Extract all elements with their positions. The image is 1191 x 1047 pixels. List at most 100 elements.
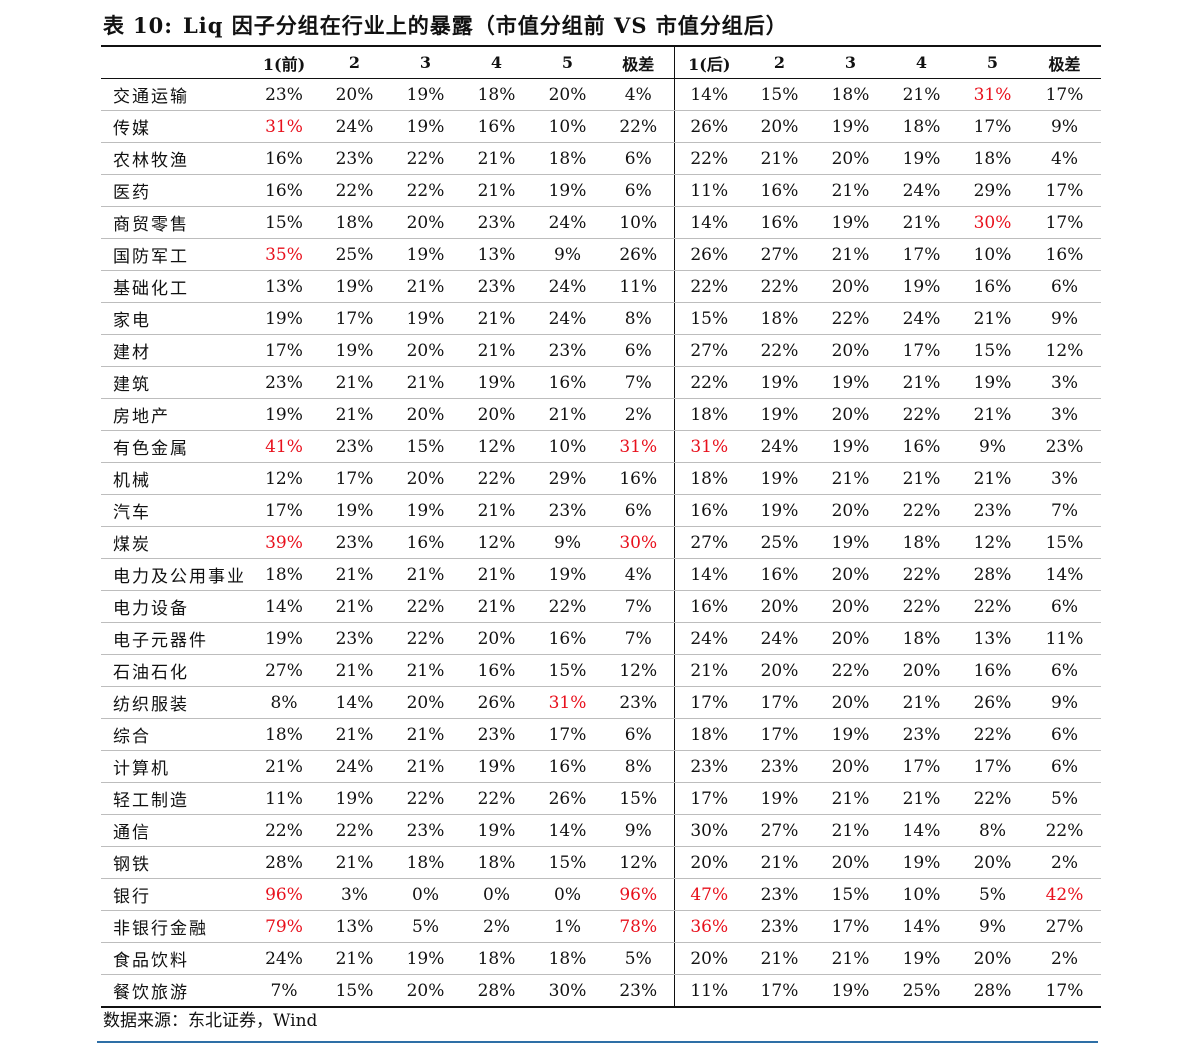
column-header: 5 xyxy=(957,46,1028,79)
value-cell-before: 22% xyxy=(390,782,461,815)
value-cell-before: 18% xyxy=(461,846,532,879)
value-cell-after: 21% xyxy=(744,942,815,975)
table-row: 电力及公用事业 18% 21% 21% 21% 19% 4% 14% 16% 20% 22% 28% 1… xyxy=(101,558,1101,591)
value-cell-before: 18% xyxy=(390,846,461,879)
value-cell-before: 23% xyxy=(319,622,390,655)
value-cell-before: 19% xyxy=(390,110,461,143)
value-cell-after: 30% xyxy=(957,206,1028,239)
value-cell-after: 19% xyxy=(831,980,870,1001)
table-row: 通信 22% 22% 23% 19% 14% 9% 30% 27% 21% 14% 8% 22% xyxy=(101,814,1101,847)
industry-name-cell: 电力设备 xyxy=(101,590,249,623)
value-cell-after: 18% xyxy=(815,78,886,111)
value-cell-before: 22% xyxy=(461,782,532,815)
value-cell-after: 18% xyxy=(886,526,957,559)
table-row: 食品饮料 24% 21% 19% 18% 18% 5% 20% 21% 21% 19% 20% 2% xyxy=(101,942,1101,975)
value-cell-after: 6% xyxy=(1028,654,1101,687)
table-row: 国防军工 35% 25% 19% 13% 9% 26% 26% 27% 21% 17% 10% 16% xyxy=(101,238,1101,271)
table-row: 建筑 23% 21% 21% 19% 16% 7% 22% 19% 19% 21% 19% 3% xyxy=(101,366,1101,399)
value-cell-after: 20% xyxy=(886,654,957,687)
value-cell-before: 26% xyxy=(532,782,603,815)
table-row: 建材 17% 19% 20% 21% 23% 6% 27% 22% 20% 17% 15% 12% xyxy=(101,334,1101,367)
value-cell-after: 7% xyxy=(1028,494,1101,527)
value-cell-before: 19% xyxy=(390,494,461,527)
value-cell-after: 27% xyxy=(674,334,744,367)
value-cell-after: 2% xyxy=(1028,846,1101,879)
value-cell-before: 9% xyxy=(603,814,675,847)
value-cell-before: 20% xyxy=(390,206,461,239)
value-cell-after: 20% xyxy=(744,654,815,687)
value-cell-after: 16% xyxy=(674,590,744,623)
value-cell-after: 5% xyxy=(1028,782,1101,815)
value-cell-before: 96% xyxy=(603,878,675,911)
value-cell-before: 10% xyxy=(603,206,675,239)
value-cell-before: 15% xyxy=(603,782,675,815)
value-cell-before: 21% xyxy=(249,750,319,783)
value-cell-after: 6% xyxy=(1028,590,1101,623)
value-cell-before: 14% xyxy=(532,814,603,847)
value-cell-after: 20% xyxy=(815,334,886,367)
value-cell-after: 10% xyxy=(886,878,957,911)
value-cell-before: 7% xyxy=(603,622,675,655)
value-cell-after: 19% xyxy=(744,782,815,815)
value-cell-after: 19% xyxy=(886,942,957,975)
table-row: 传媒 31% 24% 19% 16% 10% 22% 26% 20% 19% 18% 17% 9% xyxy=(101,110,1101,143)
value-cell-after: 16% xyxy=(1028,238,1101,271)
value-cell-after: 17% xyxy=(886,750,957,783)
value-cell-after: 21% xyxy=(957,302,1028,335)
value-cell-after: 19% xyxy=(886,846,957,879)
value-cell-after: 31% xyxy=(957,78,1028,111)
industry-name-cell: 电子元器件 xyxy=(101,622,249,655)
value-cell-after: 17% xyxy=(760,980,799,1001)
value-cell-after: 20% xyxy=(815,750,886,783)
value-cell-after: 17% xyxy=(1028,78,1101,111)
value-cell-after: 2% xyxy=(1028,942,1101,975)
value-cell-before: 21% xyxy=(319,846,390,879)
value-cell-before: 29% xyxy=(532,462,603,495)
value-cell-after: 19% xyxy=(886,270,957,303)
value-cell-after: 13% xyxy=(957,622,1028,655)
value-cell-after: 22% xyxy=(957,590,1028,623)
value-cell-before: 1% xyxy=(532,910,603,943)
industry-name-cell: 石油石化 xyxy=(101,654,249,687)
value-cell-before: 8% xyxy=(603,302,675,335)
value-cell-after: 26% xyxy=(674,238,744,271)
value-cell-after: 21% xyxy=(815,462,886,495)
industry-name-cell: 房地产 xyxy=(101,398,249,431)
value-cell-after: 27% xyxy=(744,814,815,847)
value-cell-after: 17% xyxy=(957,110,1028,143)
value-cell-before: 16% xyxy=(461,654,532,687)
table-row: 医药 16% 22% 22% 21% 19% 6% 11% 16% 21% 24% 29% 17% xyxy=(101,174,1101,207)
value-cell-before: 17% xyxy=(249,494,319,527)
value-cell-before: 28% xyxy=(477,980,516,1001)
value-cell-before: 0% xyxy=(390,878,461,911)
value-cell-before: 22% xyxy=(390,622,461,655)
value-cell-before: 28% xyxy=(249,846,319,879)
value-cell-after: 25% xyxy=(902,980,941,1001)
value-cell-before: 20% xyxy=(461,622,532,655)
value-cell-before: 10% xyxy=(532,110,603,143)
value-cell-before: 19% xyxy=(319,270,390,303)
table-row: 家电 19% 17% 19% 21% 24% 8% 15% 18% 22% 24% 21% 9% xyxy=(101,302,1101,335)
table-row: 轻工制造 11% 19% 22% 22% 26% 15% 17% 19% 21% 21% 22% 5% xyxy=(101,782,1101,815)
value-cell-before: 16% xyxy=(532,622,603,655)
value-cell-after: 19% xyxy=(815,430,886,463)
industry-name-cell: 煤炭 xyxy=(101,526,249,559)
value-cell-before: 21% xyxy=(319,590,390,623)
value-cell-before: 19% xyxy=(249,302,319,335)
value-cell-before: 16% xyxy=(249,174,319,207)
value-cell-before: 8% xyxy=(603,750,675,783)
value-cell-after: 15% xyxy=(674,302,744,335)
value-cell-after: 21% xyxy=(815,782,886,815)
value-cell-after: 11% xyxy=(690,980,729,1001)
value-cell-after: 3% xyxy=(1028,398,1101,431)
table-title-number: 10: xyxy=(133,13,173,38)
table-body: 交通运输 23% 20% 19% 18% 20% 4% 14% 15% 18% 21% 31% 17% 传… xyxy=(101,78,1101,1007)
value-cell-after: 30% xyxy=(674,814,744,847)
value-cell-after: 24% xyxy=(744,430,815,463)
value-cell-before: 19% xyxy=(390,78,461,111)
value-cell-before: 31% xyxy=(249,110,319,143)
value-cell-before: 41% xyxy=(249,430,319,463)
table-row: 餐饮旅游 7% 15% 20% 28% 30% 23% 11% 17% 19% 25% 28% 17% xyxy=(101,974,1101,1007)
value-cell-after: 17% xyxy=(674,782,744,815)
value-cell-after: 22% xyxy=(744,334,815,367)
